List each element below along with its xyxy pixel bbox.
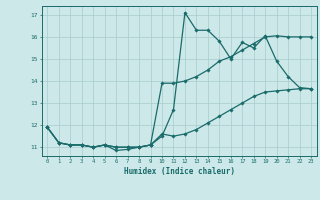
X-axis label: Humidex (Indice chaleur): Humidex (Indice chaleur) [124, 167, 235, 176]
